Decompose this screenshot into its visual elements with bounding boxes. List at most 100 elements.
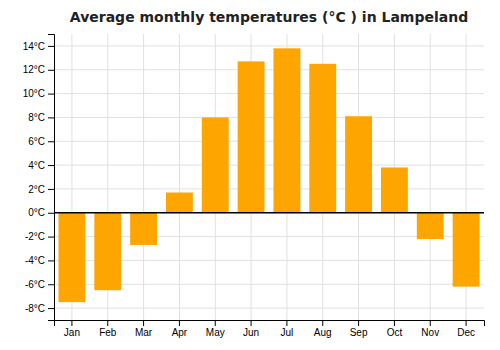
tick: Jul — [281, 320, 294, 338]
tick-label: Dec — [457, 327, 475, 338]
tick: -2°C — [25, 231, 54, 242]
tick-mark — [251, 320, 252, 326]
tick-label: Apr — [172, 327, 188, 338]
tick: 6°C — [28, 136, 54, 147]
tick: Apr — [172, 320, 188, 338]
tick: 0°C — [28, 207, 54, 218]
tick-mark — [143, 320, 144, 326]
tick-label: Feb — [99, 327, 117, 338]
chart: -8°C -6°C -4°C -2°C 0°C 2°C 4°C 6°C 8°C 10°C 12°C 1… — [0, 0, 500, 350]
tick-mark — [394, 320, 395, 326]
tick: May — [206, 320, 225, 338]
tick-mark — [48, 70, 54, 71]
tick: Aug — [314, 320, 332, 338]
grid-line — [143, 34, 144, 320]
tick: 8°C — [28, 112, 54, 123]
tick-mark — [48, 165, 54, 166]
tick-label: 2°C — [28, 184, 45, 195]
tick-mark — [48, 94, 54, 95]
bar — [345, 116, 372, 213]
tick-mark — [48, 308, 54, 309]
tick: Nov — [421, 320, 439, 338]
bar — [58, 213, 85, 302]
grid-line — [54, 45, 484, 46]
bar — [309, 64, 336, 213]
tick-mark — [48, 117, 54, 118]
chart-container: -8°C -6°C -4°C -2°C 0°C 2°C 4°C 6°C 8°C 10°C 12°C 1… — [0, 0, 500, 350]
tick-mark — [48, 46, 54, 47]
tick-mark — [71, 320, 72, 326]
grid-line — [54, 165, 484, 166]
tick-label: 12°C — [23, 64, 45, 75]
tick-mark — [322, 320, 323, 326]
grid-line — [54, 141, 484, 142]
tick: -4°C — [25, 255, 54, 266]
tick-label: 0°C — [28, 207, 45, 218]
tick-label: Nov — [421, 327, 439, 338]
bar — [453, 213, 480, 287]
grid-line — [54, 117, 484, 118]
tick-mark — [466, 320, 467, 326]
tick-label: -4°C — [25, 255, 45, 266]
tick-label: Mar — [135, 327, 153, 338]
axis-line — [55, 321, 485, 327]
grid-line — [430, 34, 431, 320]
bar — [94, 213, 121, 290]
tick-label: 6°C — [28, 136, 45, 147]
tick-mark — [286, 320, 287, 326]
tick-label: -8°C — [25, 303, 45, 314]
tick-label: Sep — [350, 327, 368, 338]
y-axis: -8°C -6°C -4°C -2°C 0°C 2°C 4°C 6°C 8°C 10°C 12°C 1… — [23, 35, 55, 321]
tick-mark — [48, 141, 54, 142]
tick-mark — [179, 320, 180, 326]
grid-line — [54, 308, 484, 309]
tick-label: 14°C — [23, 41, 45, 52]
tick-label: -6°C — [25, 279, 45, 290]
tick-label: 10°C — [23, 88, 45, 99]
title: Average monthly temperatures (°C ) in La… — [70, 9, 468, 25]
bar — [238, 61, 265, 212]
plot-area — [54, 48, 484, 302]
tick-label: Jul — [281, 327, 294, 338]
tick: 2°C — [28, 184, 54, 195]
tick: 12°C — [23, 64, 54, 75]
tick-label: 4°C — [28, 160, 45, 171]
tick: Oct — [387, 320, 403, 338]
tick-label: May — [206, 327, 225, 338]
tick: Dec — [457, 320, 475, 338]
tick-mark — [48, 284, 54, 285]
tick: Jan — [64, 320, 80, 338]
grid — [54, 34, 484, 320]
x-axis: Jan Feb Mar Apr May Jun Jul Aug Sep Oct Nov Dec — [55, 320, 485, 338]
tick-mark — [430, 320, 431, 326]
tick: Sep — [350, 320, 368, 338]
tick-label: Jan — [64, 327, 80, 338]
tick-label: Oct — [387, 327, 403, 338]
tick: 10°C — [23, 88, 54, 99]
bar — [417, 213, 444, 239]
grid-line — [54, 212, 484, 213]
zero-line — [54, 212, 484, 214]
tick: -6°C — [25, 279, 54, 290]
bar — [381, 167, 408, 212]
tick: Jun — [243, 320, 259, 338]
tick-label: -2°C — [25, 231, 45, 242]
tick: Feb — [99, 320, 117, 338]
bar — [273, 48, 300, 212]
tick: Mar — [135, 320, 153, 338]
bar — [202, 117, 229, 212]
grid-line — [54, 188, 484, 189]
tick: 4°C — [28, 160, 54, 171]
tick-mark — [48, 189, 54, 190]
bar — [166, 192, 193, 212]
tick-label: Jun — [243, 327, 259, 338]
grid-line — [54, 93, 484, 94]
tick-mark — [358, 320, 359, 326]
axis-line — [48, 35, 55, 321]
grid-line — [179, 34, 180, 320]
tick-label: 8°C — [28, 112, 45, 123]
tick-mark — [48, 213, 54, 214]
tick-label: Aug — [314, 327, 332, 338]
bar — [130, 213, 157, 245]
tick-mark — [48, 260, 54, 261]
